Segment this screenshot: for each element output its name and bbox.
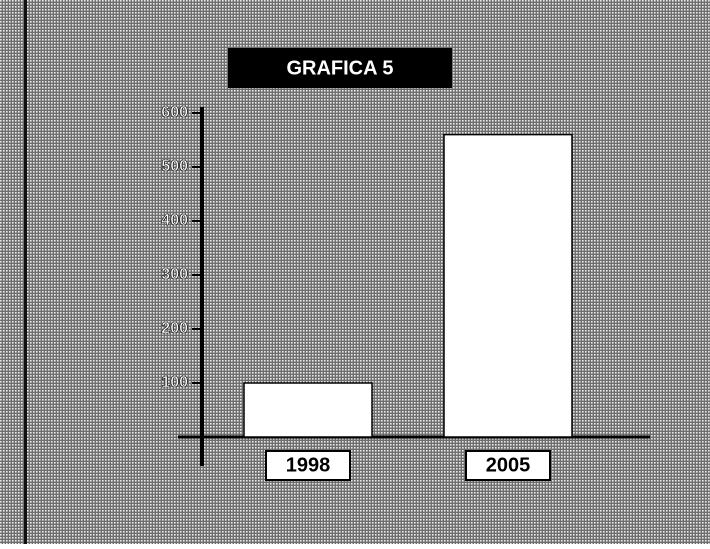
y-tick-label: 100 [161,374,188,391]
y-tick-label: 500 [161,158,188,175]
bar [243,382,373,438]
y-tick-label: 200 [161,320,188,337]
y-tick-label: 400 [161,212,188,229]
y-tick-label: 600 [161,104,188,121]
y-tick-label: 300 [161,266,188,283]
x-label-box [265,450,351,481]
left-border [24,0,27,544]
bar [443,133,573,438]
title-box [228,48,452,88]
x-tick-label: 2005 [486,454,531,476]
chart-title: GRAFICA 5 [286,57,393,79]
x-label-box [465,450,551,481]
x-tick-label: 1998 [286,454,331,476]
